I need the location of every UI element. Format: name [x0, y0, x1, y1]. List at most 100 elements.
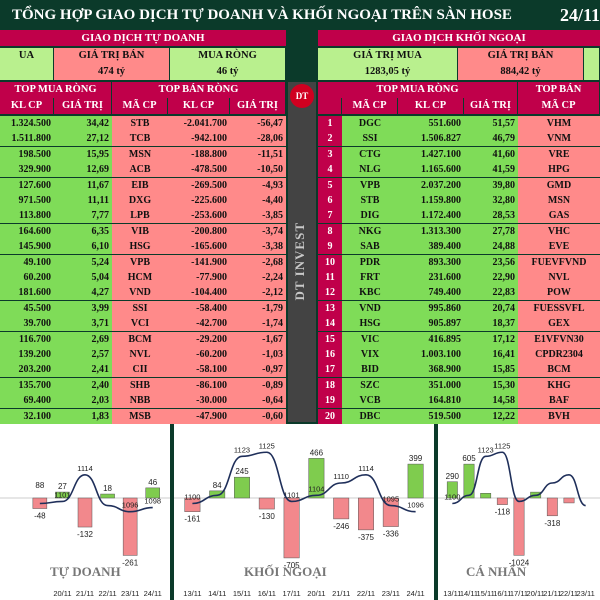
- title-text: TỔNG HỢP GIAO DỊCH TỰ DOANH VÀ KHỐI NGOẠ…: [12, 7, 512, 23]
- line-value-label-4: 1114: [77, 464, 93, 473]
- bar-value-label-5: 18: [103, 484, 112, 493]
- right-summary-value-buy: 1283,05 tỷ: [318, 64, 458, 80]
- bar-value-label-2: 605: [462, 454, 476, 463]
- category-label-7: 21/11: [332, 589, 350, 598]
- right-cell-code-sell: E1VFVN30: [518, 331, 600, 348]
- right-cell-code-sell: VHC: [518, 223, 600, 240]
- left-row-2: 1.511.800 27,12 TCB -942.100 -28,06: [0, 131, 286, 148]
- right-cell-kl-buy: 1.172.400: [398, 208, 464, 225]
- left-cell-kl-buy: 39.700: [0, 316, 54, 333]
- left-col-kl-sell: KL CP: [168, 98, 230, 114]
- right-cell-code-sell: FUEVFVND: [518, 254, 600, 271]
- category-label-9: 23/11: [382, 589, 400, 598]
- right-cell-code-sell: GEX: [518, 316, 600, 333]
- left-cell-kl-sell: -42.700: [168, 316, 230, 333]
- right-cell-value-buy: 41,60: [464, 146, 518, 163]
- bar-value-label-1: -161: [184, 515, 201, 524]
- left-cell-value-buy: 11,11: [54, 193, 112, 209]
- bar-value-label-2: -48: [34, 512, 46, 521]
- index-line: [39, 473, 153, 513]
- category-label-9: 23/11: [577, 589, 595, 598]
- right-cell-kl-buy: 2.037.200: [398, 177, 464, 194]
- left-cell-code-sell: STB: [112, 116, 168, 132]
- left-cell-value-sell: -1,03: [230, 347, 286, 363]
- left-cell-value-buy: 2,03: [54, 393, 112, 410]
- right-col-code-buy: MÃ CP: [342, 98, 398, 114]
- right-cell-code-sell: VNM: [518, 131, 600, 148]
- chart-title: KHỐI NGOẠI: [244, 564, 327, 579]
- left-top-sell-header: TOP BÁN RÒNG: [112, 82, 286, 98]
- left-cell-value-buy: 5,24: [54, 254, 112, 271]
- left-cell-value-buy: 12,69: [54, 162, 112, 179]
- left-summary-value-buy: [0, 64, 54, 80]
- left-cell-value-sell: -0,64: [230, 393, 286, 410]
- line-value-label-9: 1095: [382, 495, 399, 504]
- left-row-1: 1.324.500 34,42 STB -2.041.700 -56,47: [0, 116, 286, 132]
- left-row-7: 113.800 7,77 LPB -253.600 -3,85: [0, 208, 286, 225]
- bar-1: [446, 481, 458, 499]
- right-cell-value-buy: 24,88: [464, 239, 518, 256]
- bar-2: [463, 463, 475, 499]
- right-cell-kl-buy: 551.600: [398, 116, 464, 132]
- left-cell-kl-sell: -942.100: [168, 131, 230, 148]
- left-cell-value-sell: -4,93: [230, 177, 286, 194]
- left-cell-value-buy: 15,95: [54, 146, 112, 163]
- right-summary-value-net: [584, 64, 600, 80]
- left-cell-value-sell: -1,79: [230, 300, 286, 317]
- right-row-18: 18 SZC 351.000 15,30 KHG: [318, 377, 600, 394]
- right-summary-label-sell: GIÁ TRỊ BÁN: [458, 48, 584, 64]
- right-cell-kl-buy: 1.003.100: [398, 347, 464, 363]
- bar-value-label-7: -246: [333, 522, 350, 531]
- left-cell-value-sell: -3,74: [230, 223, 286, 240]
- right-cell-rank: 7: [318, 208, 342, 225]
- left-cell-value-buy: 3,99: [54, 300, 112, 317]
- right-cell-value-buy: 12,22: [464, 408, 518, 425]
- left-cell-value-sell: -3,85: [230, 208, 286, 225]
- category-label-7: 21/11: [543, 589, 561, 598]
- bar-5: [283, 497, 300, 559]
- left-cell-kl-buy: 135.700: [0, 377, 54, 394]
- left-cell-kl-sell: -58.400: [168, 300, 230, 317]
- left-cell-kl-buy: 116.700: [0, 331, 54, 348]
- right-cell-code-buy: STB: [342, 193, 398, 209]
- left-row-13: 45.500 3,99 SSI -58.400 -1,79: [0, 300, 286, 317]
- chart-title: CÁ NHÂN: [466, 564, 527, 579]
- right-row-4: 4 NLG 1.165.600 41,59 HPG: [318, 162, 600, 179]
- left-cell-value-buy: 11,67: [54, 177, 112, 194]
- left-cell-code-sell: VND: [112, 285, 168, 302]
- left-cell-kl-buy: 198.500: [0, 146, 54, 163]
- left-row-18: 135.700 2,40 SHB -86.100 -0,89: [0, 377, 286, 394]
- left-row-19: 69.400 2,03 NBB -30.000 -0,64: [0, 393, 286, 410]
- right-cell-rank: 20: [318, 408, 342, 425]
- line-value-label-5: 1101: [284, 490, 300, 499]
- line-value-label-6: 1104: [308, 484, 324, 493]
- index-line: [192, 451, 416, 513]
- right-cell-rank: 1: [318, 116, 342, 132]
- right-row-10: 10 PDR 893.300 23,56 FUEVFVND: [318, 254, 600, 271]
- left-cell-kl-sell: -2.041.700: [168, 116, 230, 132]
- left-top-buy-header: TOP MUA RÒNG: [0, 82, 112, 98]
- right-col-code-sell: MÃ CP: [518, 98, 600, 114]
- right-cell-rank: 12: [318, 285, 342, 302]
- category-label-6: 20/11: [527, 589, 545, 598]
- right-col-value-buy: GIÁ TRỊ: [464, 98, 518, 114]
- right-cell-kl-buy: 1.159.800: [398, 193, 464, 209]
- right-cell-code-buy: SSI: [342, 131, 398, 148]
- right-cell-code-sell: HPG: [518, 162, 600, 179]
- bar-value-label-10: 399: [409, 454, 423, 463]
- left-cell-kl-buy: 139.200: [0, 347, 54, 363]
- line-value-label-1: 1100: [184, 493, 200, 502]
- bar-value-label-6: -261: [122, 558, 139, 567]
- right-cell-rank: 18: [318, 377, 342, 394]
- line-value-label-3: 1123: [234, 445, 250, 454]
- right-cell-code-buy: DGC: [342, 116, 398, 132]
- chart-panel-tu-doanh: -48 27 1101 20/11 -132 1114 21/11 18 22/11 -261 10…: [0, 424, 170, 600]
- left-cell-code-sell: ACB: [112, 162, 168, 179]
- bar-7: [145, 487, 160, 499]
- bar-value-label-7: 46: [148, 478, 157, 487]
- left-cell-value-sell: -11,51: [230, 146, 286, 163]
- category-label-4: 21/11: [76, 589, 94, 598]
- left-cell-value-buy: 6,10: [54, 239, 112, 256]
- left-cell-kl-sell: -58.100: [168, 362, 230, 379]
- right-row-11: 11 FRT 231.600 22,90 NVL: [318, 270, 600, 286]
